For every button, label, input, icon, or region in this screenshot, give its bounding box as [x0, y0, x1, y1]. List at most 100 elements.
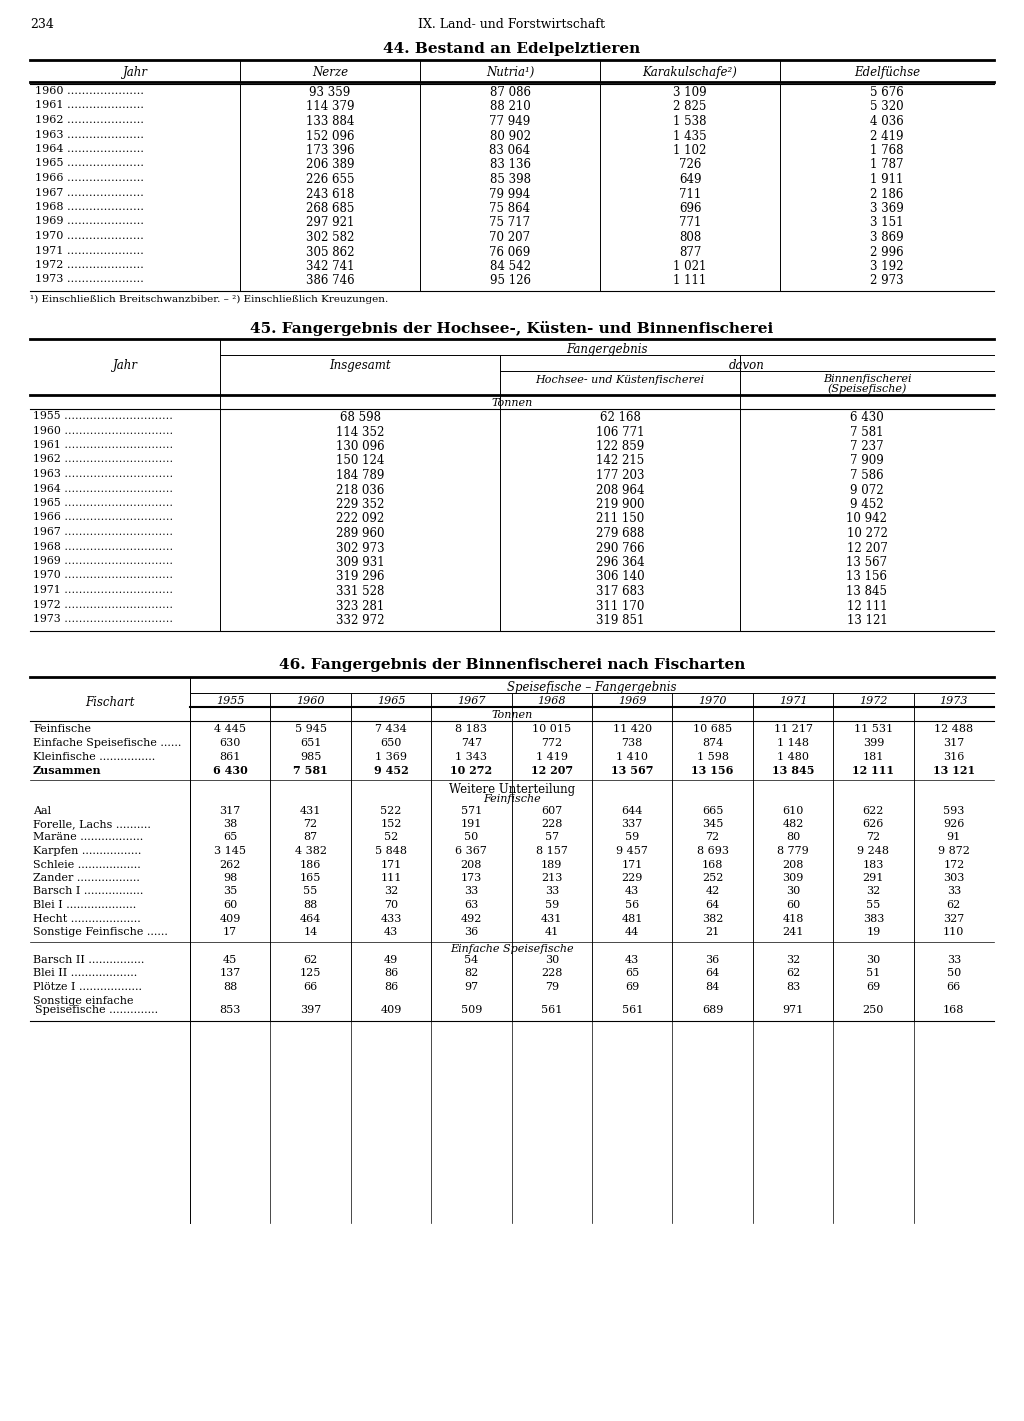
Text: 622: 622 [862, 806, 884, 816]
Text: 173 396: 173 396 [306, 144, 354, 156]
Text: 4 445: 4 445 [214, 725, 246, 735]
Text: 111: 111 [380, 872, 401, 882]
Text: 1 343: 1 343 [456, 752, 487, 762]
Text: 30: 30 [866, 955, 881, 965]
Text: 30: 30 [785, 887, 800, 897]
Text: 33: 33 [464, 887, 478, 897]
Text: Weitere Unterteilung: Weitere Unterteilung [449, 783, 575, 796]
Text: 13 121: 13 121 [847, 614, 888, 627]
Text: 72: 72 [303, 818, 317, 828]
Text: 1 419: 1 419 [536, 752, 567, 762]
Text: 32: 32 [785, 955, 800, 965]
Text: 2 996: 2 996 [870, 246, 904, 259]
Text: 183: 183 [862, 860, 884, 870]
Text: 150 124: 150 124 [336, 455, 384, 468]
Text: 302 973: 302 973 [336, 541, 384, 554]
Text: ¹) Einschließlich Breitschwanzbiber. – ²) Einschließlich Kreuzungen.: ¹) Einschließlich Breitschwanzbiber. – ²… [30, 296, 388, 304]
Text: 41: 41 [545, 926, 559, 936]
Text: 1962 …………………: 1962 ………………… [35, 115, 144, 125]
Text: 290 766: 290 766 [596, 541, 644, 554]
Text: 808: 808 [679, 232, 701, 244]
Text: 1 021: 1 021 [674, 260, 707, 273]
Text: 222 092: 222 092 [336, 513, 384, 526]
Text: 665: 665 [701, 806, 723, 816]
Text: 46. Fangergebnis der Binnenfischerei nach Fischarten: 46. Fangergebnis der Binnenfischerei nac… [279, 658, 745, 672]
Text: Zusammen: Zusammen [33, 764, 101, 776]
Text: 35: 35 [223, 887, 238, 897]
Text: 184 789: 184 789 [336, 469, 384, 482]
Text: 509: 509 [461, 1005, 482, 1015]
Text: 9 872: 9 872 [938, 845, 970, 855]
Text: 13 567: 13 567 [847, 556, 888, 568]
Text: 337: 337 [622, 818, 643, 828]
Text: 306 140: 306 140 [596, 570, 644, 584]
Text: 1973: 1973 [940, 695, 968, 705]
Text: 36: 36 [464, 926, 478, 936]
Text: 21: 21 [706, 926, 720, 936]
Text: 861: 861 [219, 752, 241, 762]
Text: 9 457: 9 457 [616, 845, 648, 855]
Text: 70 207: 70 207 [489, 232, 530, 244]
Text: 1971: 1971 [778, 695, 807, 705]
Text: 7 581: 7 581 [293, 764, 328, 776]
Text: Karpfen .................: Karpfen ................. [33, 845, 141, 855]
Text: 19: 19 [866, 926, 881, 936]
Text: 165: 165 [300, 872, 322, 882]
Text: 228: 228 [541, 818, 562, 828]
Text: 291: 291 [862, 872, 884, 882]
Text: 1970 …………………: 1970 ………………… [35, 232, 144, 242]
Text: 250: 250 [862, 1005, 884, 1015]
Text: 1955 …………………………: 1955 ………………………… [33, 411, 173, 421]
Text: 43: 43 [384, 926, 398, 936]
Text: 268 685: 268 685 [306, 202, 354, 215]
Text: 234: 234 [30, 18, 54, 31]
Text: 11 420: 11 420 [612, 725, 651, 735]
Text: 747: 747 [461, 737, 482, 747]
Text: 1967: 1967 [457, 695, 485, 705]
Text: 13 567: 13 567 [611, 764, 653, 776]
Text: 229 352: 229 352 [336, 497, 384, 512]
Text: 309: 309 [782, 872, 804, 882]
Text: 252: 252 [701, 872, 723, 882]
Text: 191: 191 [461, 818, 482, 828]
Text: 79: 79 [545, 982, 559, 992]
Text: 80 902: 80 902 [489, 129, 530, 142]
Text: 1971 …………………………: 1971 ………………………… [33, 585, 173, 595]
Text: 383: 383 [862, 914, 884, 924]
Text: 38: 38 [223, 818, 238, 828]
Text: 309 931: 309 931 [336, 556, 384, 568]
Text: 1971 …………………: 1971 ………………… [35, 246, 144, 256]
Text: 33: 33 [946, 955, 961, 965]
Text: 1961 …………………………: 1961 ………………………… [33, 441, 173, 450]
Text: 2 973: 2 973 [870, 274, 904, 287]
Text: 772: 772 [542, 737, 562, 747]
Text: 65: 65 [223, 833, 238, 843]
Text: 65: 65 [625, 969, 639, 979]
Text: 30: 30 [545, 955, 559, 965]
Text: 208 964: 208 964 [596, 483, 644, 496]
Text: 12 207: 12 207 [530, 764, 572, 776]
Text: 651: 651 [300, 737, 322, 747]
Text: 319 851: 319 851 [596, 614, 644, 627]
Text: 1969 …………………: 1969 ………………… [35, 216, 144, 226]
Text: 62: 62 [946, 899, 961, 909]
Text: 1 911: 1 911 [870, 173, 904, 186]
Text: 853: 853 [219, 1005, 241, 1015]
Text: Tonnen: Tonnen [492, 709, 532, 719]
Text: 54: 54 [464, 955, 478, 965]
Text: 64: 64 [706, 969, 720, 979]
Text: 13 156: 13 156 [691, 764, 734, 776]
Text: 644: 644 [622, 806, 643, 816]
Text: 11 531: 11 531 [854, 725, 893, 735]
Text: 228: 228 [541, 969, 562, 979]
Text: Insgesamt: Insgesamt [329, 360, 391, 372]
Text: 6 367: 6 367 [456, 845, 487, 855]
Text: 1963 …………………: 1963 ………………… [35, 129, 144, 139]
Text: 1967 …………………………: 1967 ………………………… [33, 527, 173, 537]
Text: 218 036: 218 036 [336, 483, 384, 496]
Text: 971: 971 [782, 1005, 804, 1015]
Text: 85 398: 85 398 [489, 173, 530, 186]
Text: Speisefische ..............: Speisefische .............. [35, 1005, 158, 1015]
Text: 98: 98 [223, 872, 238, 882]
Text: Hecht ....................: Hecht .................... [33, 914, 140, 924]
